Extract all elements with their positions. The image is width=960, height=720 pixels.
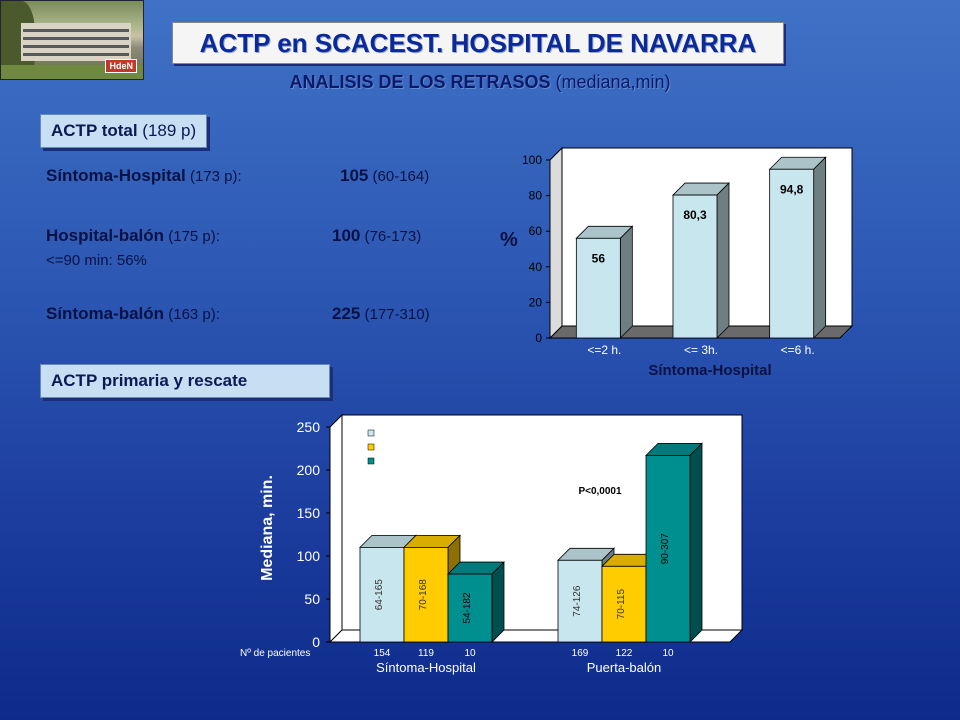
chart1-ytick-label: 40: [529, 260, 543, 274]
chart1-side-wall: [549, 146, 563, 340]
chart1-ytick-label: 60: [529, 224, 543, 238]
chart2-ytick-label: 100: [297, 548, 321, 564]
chart2-n-label: 119: [418, 648, 434, 659]
legend-label: Primaria HN: [378, 442, 430, 452]
chart2-side-wall: [329, 413, 343, 644]
chart2-ytick-label: 0: [312, 634, 320, 650]
hospital-photo-logo: HdeN: [0, 0, 144, 80]
stat-name: Síntoma-balón: [46, 304, 165, 323]
actp-total-label: ACTP total (189 p): [40, 114, 208, 148]
chart1-ytick-label: 80: [529, 189, 543, 203]
actp-total-count: (189 p): [137, 121, 197, 140]
chart1-category-label: <=6 h.: [781, 343, 815, 357]
stat-range: (177-310): [360, 306, 430, 323]
chart2-range-label: 70-168: [418, 579, 429, 611]
stat-value: 105: [340, 166, 369, 185]
chart1-data-label: 56: [592, 251, 606, 265]
legend-swatch: [367, 443, 375, 451]
chart1-ytick-label: 0: [535, 331, 542, 345]
stat-range: (60-164): [368, 168, 430, 185]
title-banner: ACTP en SCACEST. HOSPITAL DE NAVARRA: [172, 22, 784, 64]
stat-value-sintoma-hospital: 105 (60-164): [340, 166, 429, 186]
subtitle-unit: (mediana,min): [550, 72, 671, 92]
stat-name: Hospital-balón: [46, 226, 165, 245]
stat-n: (163 p):: [164, 306, 220, 323]
stat-name: Síntoma-Hospital: [46, 166, 186, 185]
chart2-group-label: Puerta-balón: [587, 660, 661, 675]
chart1-ytick-label: 100: [522, 153, 542, 167]
chart2-data-label: 88: [623, 538, 637, 553]
chart1-ylabel: %: [500, 229, 518, 251]
legend-swatch: [367, 429, 375, 437]
chart2-n-row-label: Nº de pacientes: [240, 648, 310, 659]
chart2-ytick-label: 200: [297, 462, 321, 478]
chart1-category-label: <= 3h.: [684, 343, 718, 357]
chart2-data-label: 110: [422, 519, 443, 534]
actp-primaria-label: ACTP primaria y rescate: [40, 364, 330, 398]
chart2-range-label: 90-307: [660, 533, 671, 565]
chart2-ytick-label: 150: [297, 505, 321, 521]
stat-row-sintoma-balon: Síntoma-balón (163 p):: [46, 304, 220, 324]
stat-value: 100: [332, 226, 361, 245]
chart2-range-label: 74-126: [572, 585, 583, 617]
chart2-range-label: 70-115: [616, 589, 627, 620]
chart2-pvalue: P<0,0001: [578, 486, 622, 497]
stat-row-sintoma-hospital: Síntoma-Hospital (173 p):: [46, 166, 242, 186]
chart1-bar: [575, 225, 634, 339]
chart1-data-label: 94,8: [780, 182, 804, 196]
chart-mediana: 0 50 100 150 200 250 Mediana, min. Primaria Tot…: [240, 413, 744, 675]
chart2-n-label: 154: [374, 648, 391, 659]
chart2-bar: [645, 442, 703, 643]
chart2-n-label: 122: [616, 648, 633, 659]
stat-row-hospital-balon: Hospital-balón (175 p):: [46, 226, 220, 246]
actp-total-title: ACTP total: [51, 121, 138, 140]
chart2-bar: [403, 534, 461, 643]
stat-value: 225: [332, 304, 361, 323]
stat-range: (76-173): [360, 228, 422, 245]
stat-n: (173 p):: [185, 168, 242, 185]
chart1-xlabel: Síntoma-Hospital: [648, 362, 771, 379]
chart2-group-label: Síntoma-Hospital: [376, 660, 476, 675]
chart2-bar: [447, 561, 505, 643]
stat-n: (175 p):: [164, 228, 220, 245]
stat-note: <=90 min: 56%: [46, 252, 147, 269]
page-title: ACTP en SCACEST. HOSPITAL DE NAVARRA: [199, 28, 757, 58]
legend-swatch: [367, 457, 375, 465]
chart1-bar: [672, 182, 730, 339]
page-subtitle: ANALISIS DE LOS RETRASOS (mediana,min): [0, 72, 960, 93]
hden-badge: HdeN: [105, 59, 137, 73]
stat-value-hospital-balon: 100 (76-173): [332, 226, 421, 246]
subtitle-bold: ANALISIS DE LOS RETRASOS: [289, 72, 551, 92]
chart2-data-label: 110: [378, 519, 399, 534]
chart2-n-label: 169: [572, 648, 589, 659]
chart2-range-label: 64-165: [374, 579, 385, 611]
chart-sintoma-hospital: 0 20 40 60 80 100% 56 <=2 h. 80,3 <= 3h. 94,8 <=6 h…: [500, 146, 854, 379]
chart2-data-label: 79: [469, 546, 483, 561]
chart2-range-label: 54-182: [462, 592, 473, 624]
legend-label: Primaria Total: [378, 428, 437, 438]
chart1-category-label: <=2 h.: [587, 343, 621, 357]
chart2-legend: Primaria Total Primaria HN Rescate: [367, 428, 437, 466]
legend-label: Rescate: [378, 456, 413, 466]
chart2-data-label: 217: [663, 427, 685, 442]
chart2-ytick-label: 250: [297, 419, 321, 435]
chart2-data-label: 95: [579, 532, 593, 547]
actp-primaria-title: ACTP primaria y rescate: [51, 371, 248, 390]
chart1-data-label: 80,3: [683, 208, 707, 222]
chart1-bar: [768, 156, 827, 339]
chart2-n-label: 10: [464, 648, 476, 659]
chart1-ytick-label: 20: [529, 295, 543, 309]
chart2-ytick-label: 50: [304, 591, 320, 607]
chart2-n-label: 10: [662, 648, 674, 659]
stat-value-sintoma-balon: 225 (177-310): [332, 304, 430, 324]
chart2-ylabel: Mediana, min.: [259, 475, 276, 581]
